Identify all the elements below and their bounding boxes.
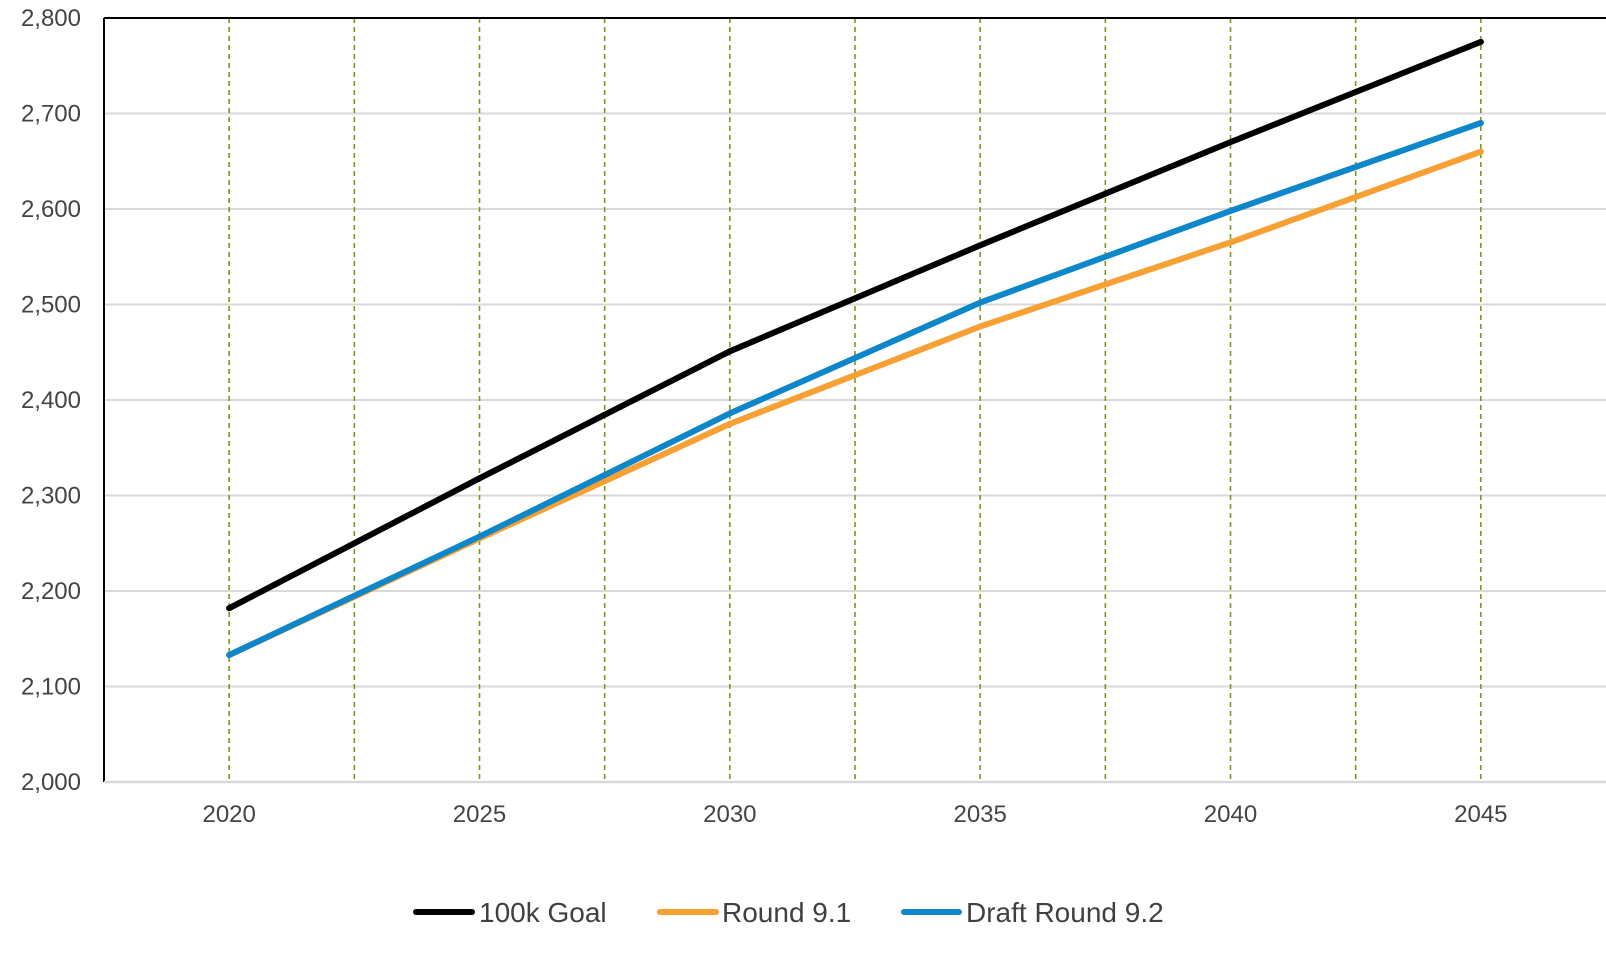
- legend: 100k Goal Round 9.1 Draft Round 9.2: [413, 897, 1164, 928]
- series-line-draft-round-9-2: [226, 120, 1484, 658]
- y-tick-label: 2,700: [21, 101, 81, 128]
- data-point-draft-round-9-2: [726, 410, 733, 417]
- data-point-100k-goal: [1227, 139, 1234, 146]
- data-point-draft-round-9-2: [1227, 207, 1234, 214]
- y-tick-label: 2,100: [21, 674, 81, 701]
- data-point-draft-round-9-2: [1477, 120, 1484, 127]
- y-tick-label: 2,000: [21, 769, 81, 796]
- data-point-100k-goal: [977, 242, 984, 249]
- x-tick-label: 2045: [1454, 801, 1507, 828]
- x-axis-tick-labels: 2020 2025 2030 2035 2040 2045: [202, 801, 1507, 828]
- data-point-round-9-1: [977, 323, 984, 330]
- x-tick-label: 2030: [703, 801, 756, 828]
- x-tick-label: 2025: [453, 801, 506, 828]
- data-point-round-9-1: [726, 420, 733, 427]
- x-tick-label: 2040: [1204, 801, 1257, 828]
- data-point-100k-goal: [476, 475, 483, 482]
- data-point-100k-goal: [1477, 38, 1484, 45]
- data-point-draft-round-9-2: [476, 533, 483, 540]
- data-point-100k-goal: [226, 605, 233, 612]
- series-lines: [226, 38, 1484, 658]
- y-tick-label: 2,600: [21, 196, 81, 223]
- data-point-round-9-1: [1477, 148, 1484, 155]
- y-tick-label: 2,300: [21, 483, 81, 510]
- x-tick-label: 2020: [202, 801, 255, 828]
- legend-label-round-9-1: Round 9.1: [722, 897, 851, 928]
- axes: [103, 17, 1606, 784]
- y-tick-label: 2,200: [21, 578, 81, 605]
- data-point-draft-round-9-2: [977, 299, 984, 306]
- y-axis-tick-labels: 2,000 2,100 2,200 2,300 2,400 2,500 2,600 2,700…: [21, 5, 81, 796]
- data-point-100k-goal: [726, 348, 733, 355]
- x-tick-label: 2035: [953, 801, 1006, 828]
- data-point-round-9-1: [1227, 239, 1234, 246]
- series-line-100k-goal: [226, 38, 1484, 612]
- legend-label-100k-goal: 100k Goal: [479, 897, 607, 928]
- y-tick-label: 2,400: [21, 387, 81, 414]
- y-tick-label: 2,500: [21, 292, 81, 319]
- y-tick-label: 2,800: [21, 5, 81, 32]
- legend-label-draft-round-9-2: Draft Round 9.2: [966, 897, 1164, 928]
- data-point-draft-round-9-2: [226, 651, 233, 658]
